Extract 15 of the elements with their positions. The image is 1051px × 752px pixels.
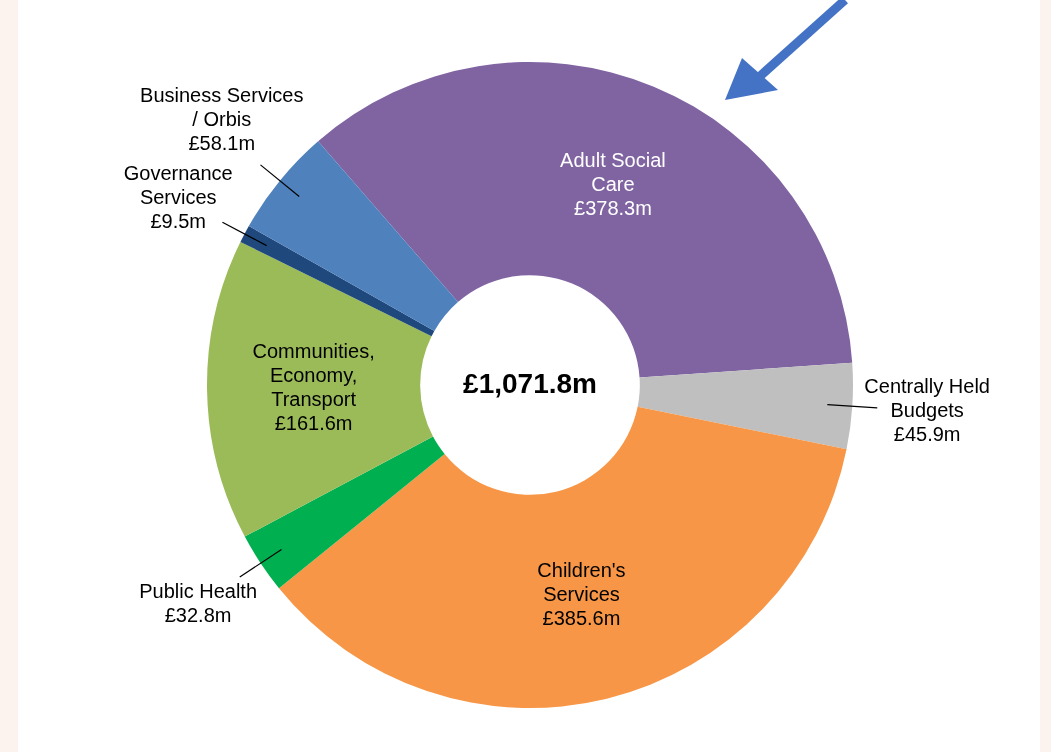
data-label: £9.5m — [150, 210, 207, 233]
slice-label: Business Services / Orbis — [140, 84, 304, 131]
slice-label: Communities, Economy, Transport — [252, 339, 375, 410]
slice-label: Children's Services — [537, 558, 626, 605]
slice-label: Public Health — [139, 580, 258, 603]
data-label: £45.9m — [893, 422, 961, 445]
text: £1,071.8m — [463, 367, 597, 399]
slice-label: Governance Services — [123, 162, 233, 209]
data-label: £378.3m — [574, 196, 652, 219]
slice-label: Centrally Held Budgets — [864, 374, 990, 421]
data-label: £161.6m — [274, 411, 353, 434]
data-label: £385.6m — [542, 606, 621, 629]
data-label: £58.1m — [188, 132, 256, 155]
slice-label: Adult Social Care — [560, 148, 666, 195]
data-label: £32.8m — [164, 604, 232, 627]
